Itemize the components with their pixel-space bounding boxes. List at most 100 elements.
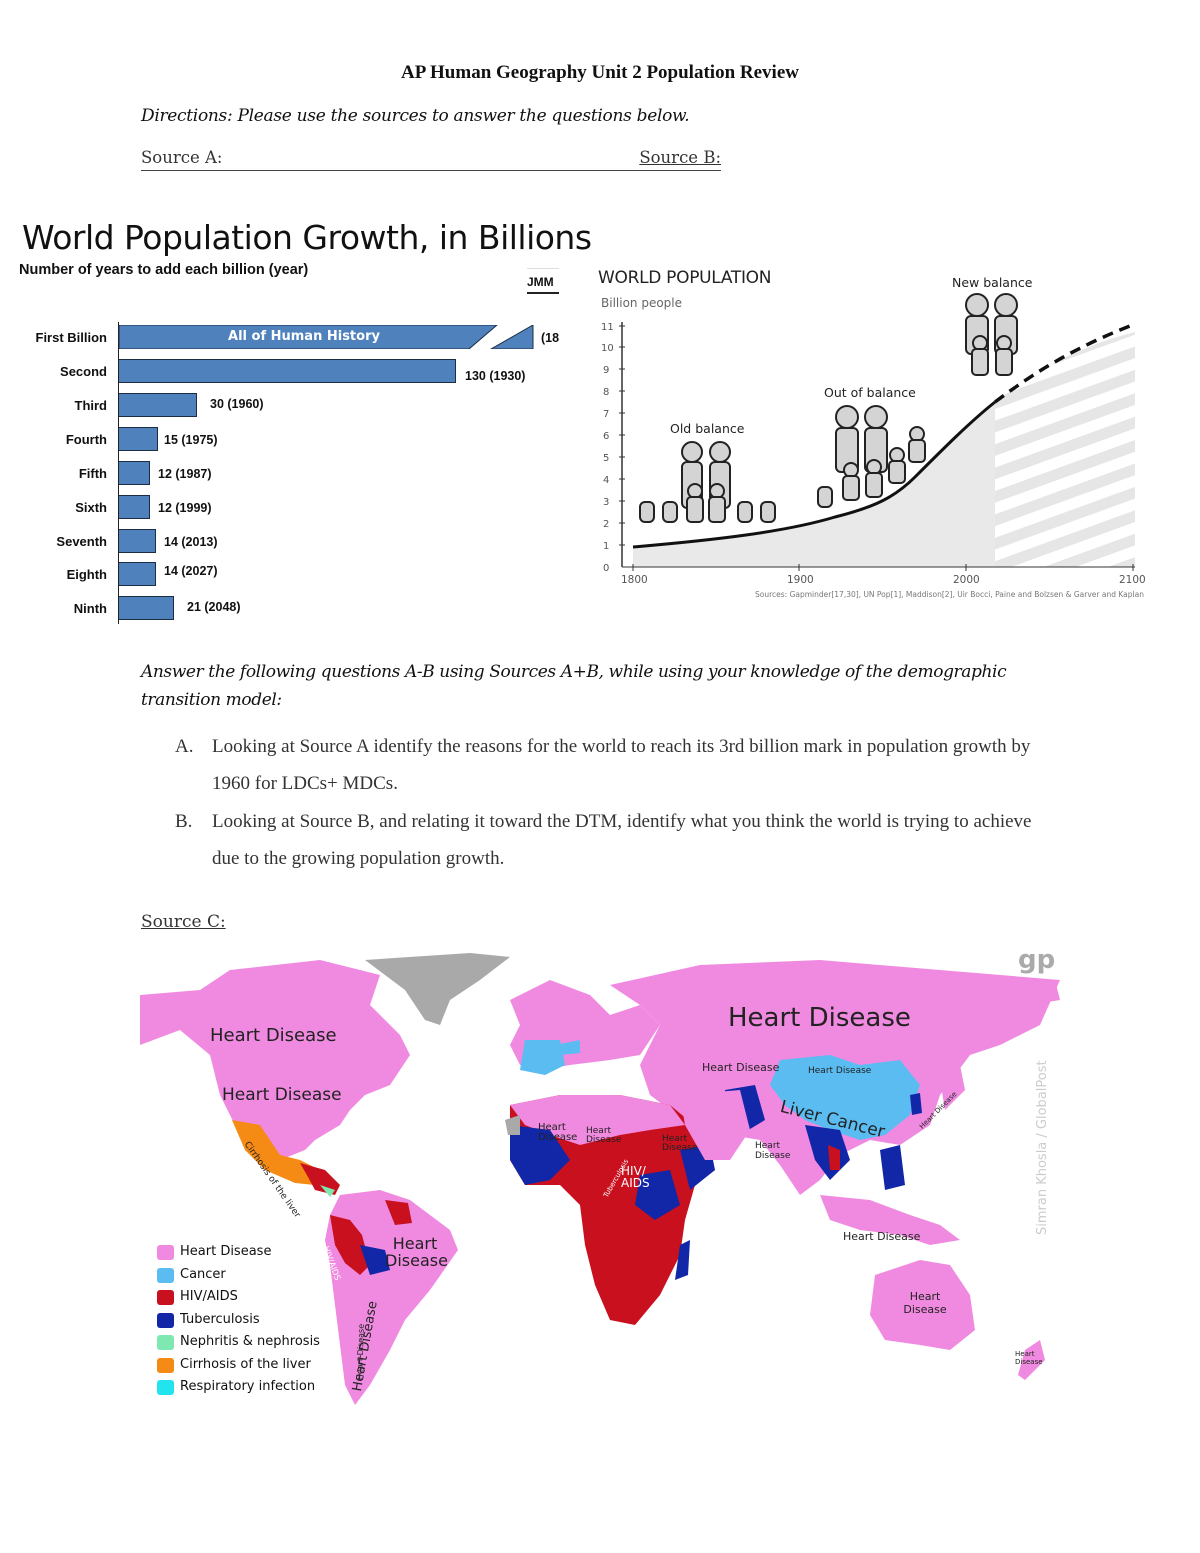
bar-value: 21 (2048)	[187, 600, 241, 614]
annotation-new-balance: New balance	[952, 275, 1033, 290]
bar	[119, 495, 150, 519]
map-label-north-africa-2: Heart Disease	[586, 1126, 622, 1145]
bar-value: 12 (1987)	[158, 467, 212, 481]
map-label-canada: Heart Disease	[210, 1025, 337, 1046]
bar-row: First Billion All of Human History (18	[0, 325, 600, 351]
question-letter: B.	[175, 811, 193, 832]
svg-text:4: 4	[603, 475, 609, 486]
bar	[119, 359, 456, 383]
bar-row: Second 130 (1930)	[0, 359, 600, 385]
legend-label: Respiratory infection	[180, 1379, 316, 1394]
source-a-label: Source A:	[141, 148, 223, 167]
bar-row: Third 30 (1960)	[0, 393, 600, 419]
directions-text: Directions: Please use the sources to an…	[141, 106, 690, 126]
legend-label: HIV/AIDS	[180, 1289, 238, 1304]
bar-category: Third	[74, 398, 108, 413]
question-letter: A.	[175, 736, 194, 757]
svg-text:10: 10	[601, 343, 614, 354]
legend-swatch	[157, 1245, 174, 1260]
bar	[119, 427, 158, 451]
svg-text:0: 0	[603, 563, 609, 574]
map-label-us: Heart Disease	[222, 1085, 342, 1105]
bar-category: Fourth	[65, 432, 107, 447]
legend-label: Cirrhosis of the liver	[180, 1356, 311, 1372]
svg-text:9: 9	[603, 365, 609, 376]
map-label-africa-hiv: HIV/ AIDS	[621, 1164, 650, 1190]
svg-text:2000: 2000	[953, 574, 980, 586]
bar-value: 14 (2013)	[164, 535, 218, 549]
page-title: AP Human Geography Unit 2 Population Rev…	[401, 62, 799, 83]
map-label-new-zealand: Heart Disease	[1015, 1350, 1043, 1366]
svg-text:1800: 1800	[621, 574, 648, 586]
source-c-label: Source C:	[141, 912, 226, 932]
world-map: Heart Disease Heart Disease Cirrhosis of…	[140, 945, 1065, 1415]
chart-a-subtitle: Number of years to add each billion (yea…	[19, 262, 309, 278]
chart-a-bars: First Billion All of Human History (18 S…	[0, 0, 600, 640]
map-label-middle-east: Heart Disease	[662, 1134, 698, 1153]
map-label-australia: Heart Disease	[903, 1290, 947, 1316]
source-ab-header: Source A: Source B:	[141, 148, 721, 171]
bar	[119, 529, 156, 553]
chart-b-ylabel: Billion people	[601, 296, 683, 310]
svg-text:7: 7	[603, 409, 609, 420]
question-b: B. Looking at Source B, and relating it …	[175, 803, 1055, 877]
svg-text:1900: 1900	[787, 574, 814, 586]
chart-b-plot: 0 1 2 3 4 5 6 7 8 9 10 11 1800 1900 2000 2100	[601, 293, 1146, 586]
legend-swatch	[157, 1290, 174, 1305]
bar-category: Eighth	[66, 567, 107, 582]
question-text: Looking at Source B, and relating it tow…	[212, 811, 1032, 869]
source-b-label: Source B:	[639, 148, 721, 167]
map-label-brazil: Heart Disease	[385, 1234, 448, 1270]
bar-row: Ninth 21 (2048)	[0, 596, 600, 622]
bar-category: Seventh	[56, 534, 107, 549]
bar-value: 14 (2027)	[164, 564, 218, 578]
legend-swatch	[157, 1335, 174, 1350]
bar-row: Sixth 12 (1999)	[0, 495, 600, 521]
first-bar-label: All of Human History	[228, 329, 380, 344]
bar-value: (18	[541, 331, 560, 345]
bar	[119, 596, 174, 620]
broken-bar	[119, 325, 534, 349]
bar	[119, 393, 197, 417]
map-label-central-asia: Heart Disease	[702, 1061, 780, 1074]
questions-intro: Answer the following questions A-B using…	[141, 662, 1007, 710]
chart-a-corner-label: JMM	[527, 268, 559, 294]
legend-swatch	[157, 1380, 174, 1395]
annotation-old-balance: Old balance	[670, 421, 745, 436]
bar-category: First Billion	[35, 330, 108, 345]
map-label-mongolia: Heart Disease	[808, 1066, 872, 1076]
svg-text:2100: 2100	[1119, 574, 1146, 586]
globalpost-logo: gp	[1018, 945, 1056, 975]
bar-category: Sixth	[75, 500, 107, 515]
chart-a-title: World Population Growth, in Billions	[22, 218, 592, 257]
bar-category: Ninth	[73, 601, 107, 616]
legend-swatch	[157, 1267, 174, 1283]
map-label-india: Heart Disease	[755, 1141, 791, 1161]
bar-category: Fifth	[78, 466, 107, 481]
svg-text:2: 2	[603, 519, 609, 530]
bar	[119, 461, 150, 485]
bar-row: Seventh 14 (2013)	[0, 529, 600, 555]
bar-value: 130 (1930)	[465, 369, 526, 383]
annotation-out-of-balance: Out of balance	[824, 385, 916, 400]
map-shapes	[140, 953, 1060, 1405]
legend-swatch	[157, 1357, 174, 1373]
legend-label: Cancer	[180, 1266, 226, 1282]
bar-row: Fifth 12 (1987)	[0, 461, 600, 487]
svg-text:3: 3	[603, 497, 609, 508]
map-label-russia: Heart Disease	[728, 1003, 911, 1033]
bar-row: Fourth 15 (1975)	[0, 427, 600, 453]
map-credit: Simran Khosla / GlobalPost	[1035, 1060, 1050, 1235]
bar-value: 12 (1999)	[158, 501, 212, 515]
chart-b-title: WORLD POPULATION	[598, 268, 772, 288]
bar-row: Eighth 14 (2027)	[0, 562, 600, 588]
legend-label: Nephritis & nephrosis	[180, 1334, 320, 1349]
chart-b-source: Sources: Gapminder[17,30], UN Pop[1], Ma…	[755, 590, 1144, 599]
legend-swatch	[157, 1312, 174, 1328]
question-text: Looking at Source A identify the reasons…	[212, 736, 1031, 794]
chart-b: WORLD POPULATION Billion people 0 1 2 3 4 5 6…	[595, 262, 1155, 607]
bar	[119, 562, 156, 586]
svg-text:5: 5	[603, 453, 609, 464]
svg-text:1: 1	[603, 541, 609, 552]
map-label-north-africa-1: Heart Disease	[538, 1122, 578, 1143]
